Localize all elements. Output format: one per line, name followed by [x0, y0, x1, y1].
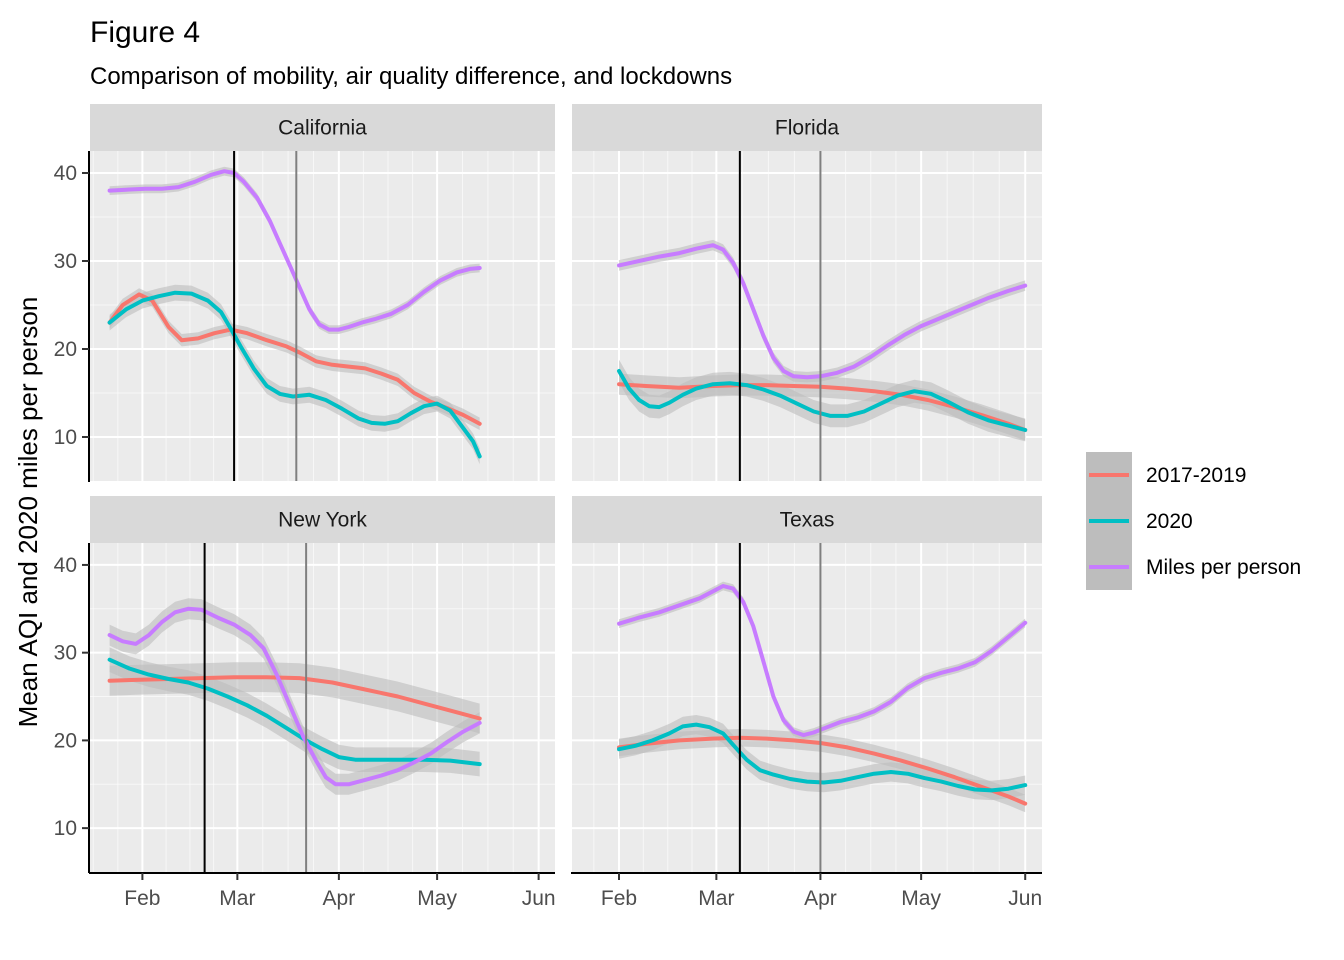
- panel-background: [572, 151, 1042, 481]
- y-axis-label: Mean AQI and 2020 miles per person: [13, 297, 43, 728]
- series-line-miles-per-person: [107, 169, 482, 332]
- strip-background: [572, 104, 1042, 151]
- strip-label: New York: [278, 509, 367, 532]
- confidence-ribbon-2020: [619, 359, 1026, 442]
- figure-subtitle: Comparison of mobility, air quality diff…: [90, 63, 732, 90]
- x-tick-label: Mar: [698, 887, 734, 910]
- facet-panels: California 10 20 30 40 Florida New York 10 20 30 4…: [54, 104, 1042, 910]
- x-tick-label: Mar: [219, 887, 255, 910]
- y-tick-label: 30: [54, 642, 77, 665]
- y-tick-label: 30: [54, 250, 77, 273]
- y-tick-label: 40: [54, 554, 77, 577]
- y-tick-label: 20: [54, 729, 77, 752]
- panel-texas: Texas Feb Mar Apr May Jun: [571, 496, 1042, 910]
- legend-label: Miles per person: [1146, 556, 1301, 579]
- strip-background: [572, 496, 1042, 543]
- series-line-2020: [107, 657, 482, 767]
- y-tick-label: 20: [54, 338, 77, 361]
- series-line-miles-per-person: [617, 243, 1028, 380]
- series-line-2020: [617, 369, 1028, 432]
- y-tick-label: 10: [54, 426, 77, 449]
- panel-background: [572, 543, 1042, 872]
- series-line-2020: [107, 290, 482, 459]
- series-line-miles-per-person: [107, 606, 482, 787]
- legend-label: 2020: [1146, 510, 1193, 533]
- strip-background: [90, 496, 555, 543]
- figure-title: Figure 4: [90, 16, 200, 49]
- x-tick-label: Apr: [804, 887, 837, 910]
- confidence-ribbon-2020: [109, 284, 480, 465]
- x-tick-label: Feb: [601, 887, 637, 910]
- strip-label: California: [278, 117, 367, 140]
- strip-label: Florida: [775, 117, 840, 140]
- legend-label: 2017-2019: [1146, 464, 1246, 487]
- x-tick-label: Feb: [124, 887, 160, 910]
- x-tick-label: Apr: [323, 887, 356, 910]
- legend: 2017-2019 2020 Miles per person: [1086, 452, 1301, 590]
- y-tick-label: 40: [54, 162, 77, 185]
- panel-florida: Florida: [572, 104, 1042, 481]
- x-tick-label: Jun: [522, 887, 556, 910]
- series-line-miles-per-person: [617, 584, 1028, 738]
- panel-new-york: New York 10 20 30 40 Feb Mar Apr May Jun: [54, 496, 556, 910]
- panel-california: California 10 20 30 40: [54, 104, 555, 482]
- series-line-2020: [617, 722, 1028, 793]
- y-tick-label: 10: [54, 817, 77, 840]
- panel-background: [90, 543, 555, 872]
- series-line-2017-2019: [107, 292, 482, 426]
- x-tick-label: Jun: [1008, 887, 1042, 910]
- strip-background: [90, 104, 555, 151]
- confidence-ribbon-miles-per-person: [619, 239, 1026, 383]
- strip-label: Texas: [780, 509, 835, 532]
- x-tick-label: May: [417, 887, 457, 910]
- x-tick-label: May: [901, 887, 941, 910]
- series-line-2017-2019: [617, 735, 1028, 806]
